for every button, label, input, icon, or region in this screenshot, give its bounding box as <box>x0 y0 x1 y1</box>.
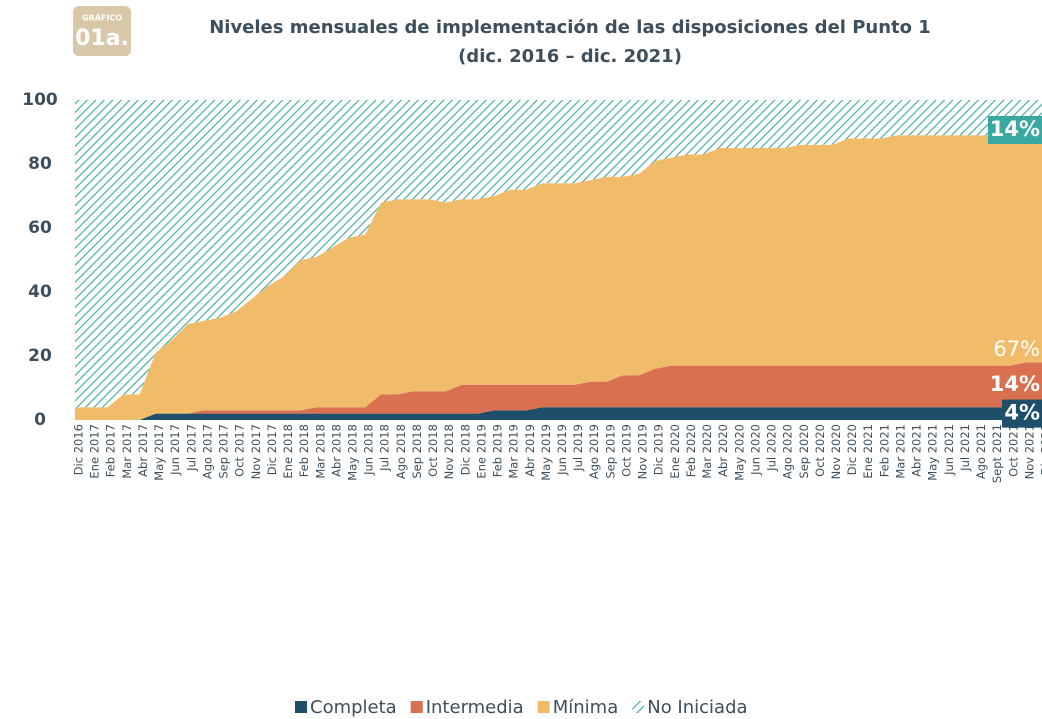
area <box>75 362 1042 420</box>
legend-label: Completa <box>310 697 397 718</box>
x-tick-label: Dic 2016 <box>72 424 86 475</box>
x-tick-label: Sep 2017 <box>217 424 231 479</box>
x-tick-label: Feb 2018 <box>297 424 311 477</box>
x-tick-label: Abr 2017 <box>136 424 150 477</box>
annotation-box <box>1002 399 1042 428</box>
x-tick-label: Dic 2020 <box>845 424 859 475</box>
y-tick-label: 100 <box>22 90 58 110</box>
x-tick-label: Ene 2019 <box>474 424 488 479</box>
y-tick-label: 20 <box>28 346 52 366</box>
x-tick-label: May 2021 <box>926 424 940 481</box>
x-tick-label: Jun 2021 <box>942 424 956 476</box>
x-tick-label: Abr 2021 <box>910 424 924 477</box>
x-tick-label: May 2019 <box>539 424 553 481</box>
annotation: 14% <box>990 372 1040 396</box>
x-tick-label: Nov 2019 <box>636 424 650 479</box>
x-tick-label: Sept 2021 <box>990 424 1004 483</box>
x-tick-label: Dic 2017 <box>265 424 279 475</box>
y-tick-label: 80 <box>28 154 52 174</box>
x-tick-label: Sep 2020 <box>797 424 811 479</box>
y-tick-label: 0 <box>34 410 46 430</box>
x-tick-label: Dic 2018 <box>458 424 472 475</box>
x-tick-label: Jul 2020 <box>765 424 779 472</box>
x-tick-label: Jun 2019 <box>555 424 569 476</box>
area <box>75 407 1042 420</box>
y-tick-label: 40 <box>28 282 52 302</box>
x-tick-label: Ene 2018 <box>281 424 295 479</box>
area <box>75 135 1042 420</box>
x-tick-label: Dic 2019 <box>652 424 666 475</box>
badge-number: 01a. <box>75 26 129 51</box>
legend-swatch <box>632 701 645 713</box>
x-tick-label: Ago 2018 <box>394 424 408 479</box>
x-tick-label: Jul 2017 <box>184 424 198 472</box>
x-tick-label: Ago 2019 <box>587 424 601 479</box>
x-tick-label: Nov 2017 <box>249 424 263 479</box>
area <box>75 100 1042 408</box>
chart-title: Niveles mensuales de implementación de l… <box>209 17 931 38</box>
x-tick-label: Abr 2019 <box>523 424 537 477</box>
x-tick-label: Ago 2020 <box>781 424 795 479</box>
x-tick-label: Dic 2021 <box>1039 424 1042 475</box>
x-tick-label: Jun 2017 <box>168 424 182 476</box>
x-tick-label: Jul 2018 <box>378 424 392 472</box>
legend-swatch <box>410 701 423 713</box>
x-tick-label: Feb 2017 <box>104 424 118 477</box>
x-tick-label: Mar 2020 <box>700 424 714 479</box>
x-tick-label: May 2018 <box>345 424 359 481</box>
x-tick-label: Oct 2020 <box>813 424 827 477</box>
x-tick-label: Mar 2021 <box>893 424 907 479</box>
x-tick-label: Nov 2021 <box>1022 424 1036 479</box>
x-tick-label: Abr 2020 <box>716 424 730 477</box>
x-tick-label: Oct 2017 <box>233 424 247 477</box>
chart-subtitle: (dic. 2016 – dic. 2021) <box>458 46 682 67</box>
x-tick-label: Oct 2019 <box>619 424 633 477</box>
x-tick-label: Jun 2018 <box>362 424 376 476</box>
x-tick-label: Ene 2017 <box>88 424 102 479</box>
legend-label: Mínima <box>553 697 619 718</box>
annotation-box <box>988 116 1042 144</box>
x-tick-label: Feb 2019 <box>491 424 505 477</box>
x-tick-label: Mar 2019 <box>507 424 521 479</box>
badge-kicker: GRÁFICO <box>82 12 122 23</box>
legend-swatch <box>537 701 550 713</box>
x-tick-label: May 2017 <box>152 424 166 481</box>
legend-swatch <box>295 701 307 713</box>
x-tick-label: Sep 2019 <box>603 424 617 479</box>
x-tick-label: Feb 2020 <box>684 424 698 477</box>
x-tick-label: Ene 2020 <box>668 424 682 479</box>
x-tick-label: Ago 2017 <box>200 424 214 479</box>
legend-label: Intermedia <box>426 697 524 718</box>
y-tick-label: 60 <box>28 218 52 238</box>
badge-box <box>73 6 131 56</box>
x-tick-label: Oct 2018 <box>426 424 440 477</box>
x-tick-label: Ene 2021 <box>861 424 875 479</box>
x-tick-label: Abr 2018 <box>329 424 343 477</box>
x-tick-label: Mar 2018 <box>313 424 327 479</box>
annotation: 67% <box>993 337 1040 361</box>
x-tick-label: Jul 2019 <box>571 424 585 472</box>
x-tick-label: Jun 2020 <box>748 424 762 476</box>
x-tick-label: Oct 2021 <box>1006 424 1020 477</box>
x-tick-label: Jul 2021 <box>958 424 972 472</box>
x-tick-label: Nov 2020 <box>829 424 843 479</box>
x-tick-label: May 2020 <box>732 424 746 481</box>
x-tick-label: Nov 2018 <box>442 424 456 479</box>
x-tick-label: Ago 2021 <box>974 424 988 479</box>
x-tick-label: Sep 2018 <box>410 424 424 479</box>
annotation: 14% <box>990 117 1040 141</box>
x-tick-label: Feb 2021 <box>877 424 891 477</box>
legend-label: No Iniciada <box>647 697 747 718</box>
annotation: 4% <box>1004 401 1040 425</box>
x-tick-label: Mar 2017 <box>120 424 134 479</box>
